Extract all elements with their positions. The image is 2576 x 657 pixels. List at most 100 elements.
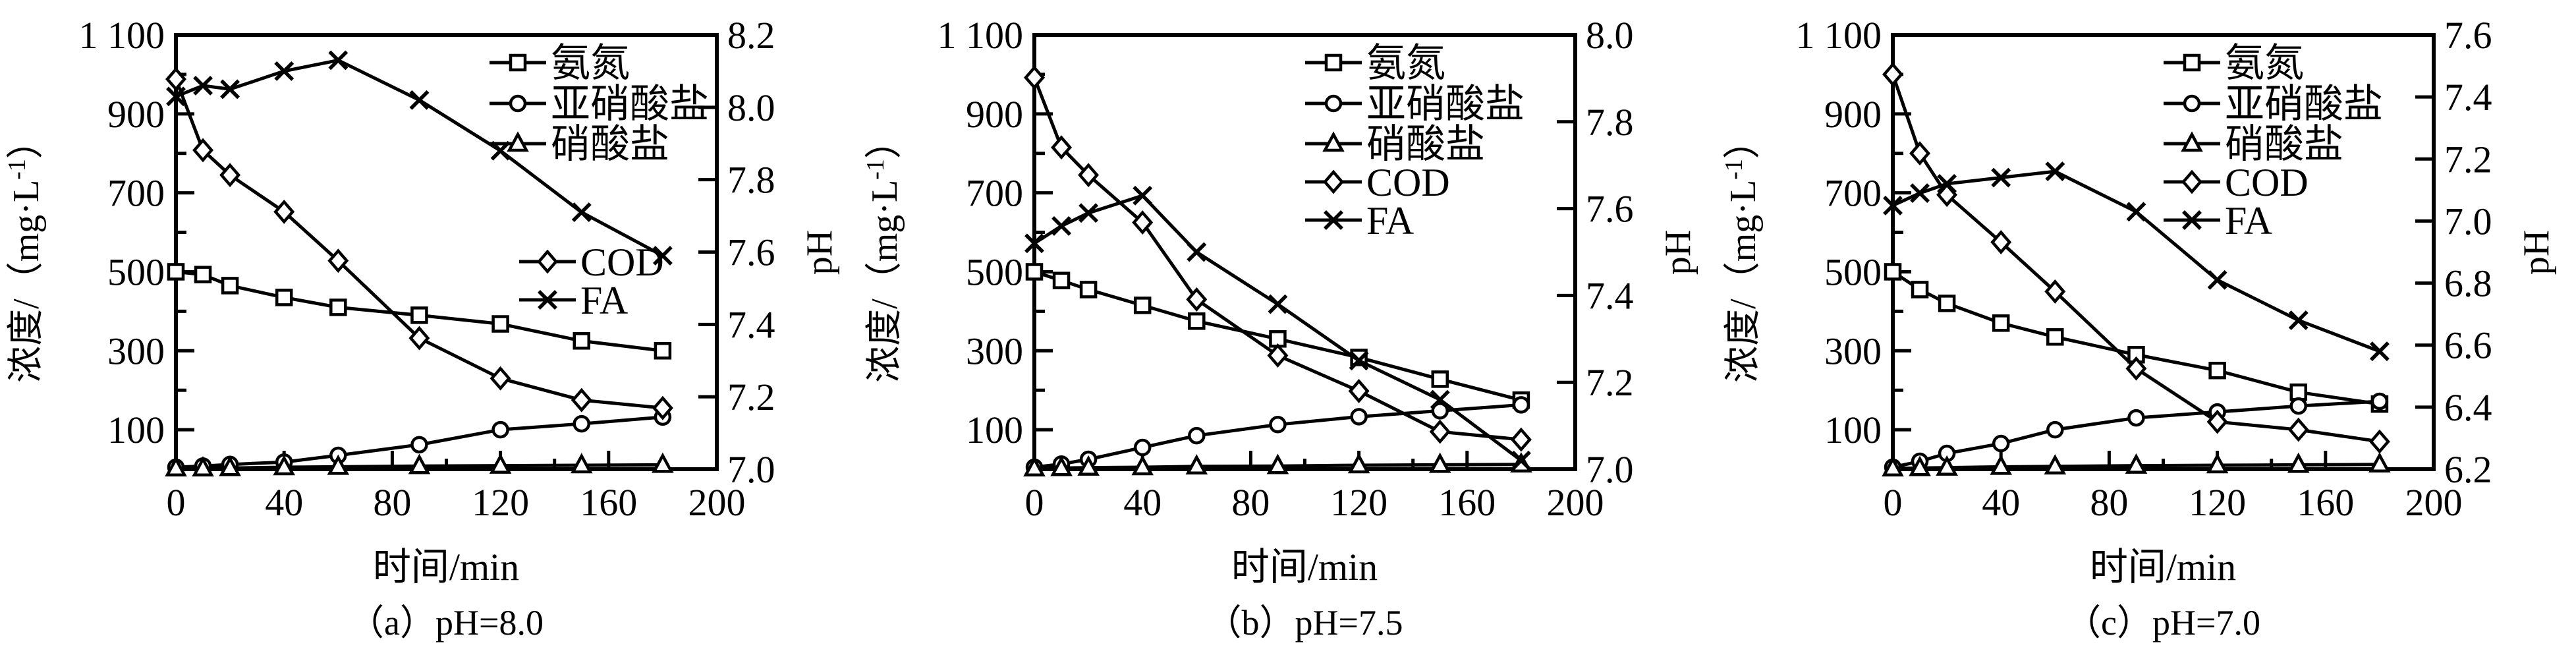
xcross-marker <box>1268 294 1288 314</box>
legend-label-nitrite: 亚硝酸盐 <box>551 82 709 126</box>
square-marker <box>1938 295 1956 312</box>
diamond-marker <box>1882 62 1903 87</box>
square-marker <box>329 299 347 316</box>
triangle-marker <box>2206 453 2229 474</box>
xcross-marker <box>1910 183 1930 204</box>
triangle-marker <box>165 456 187 477</box>
triangle-marker <box>192 456 214 477</box>
xcross-marker <box>1024 233 1044 254</box>
diamond-marker <box>1078 163 1100 188</box>
diamond-marker <box>219 163 241 188</box>
square-marker <box>1884 263 1902 281</box>
xcross-marker <box>1078 203 1099 223</box>
y-tick-label: 1 100 <box>79 14 165 57</box>
x-tick-label: 0 <box>1884 481 1903 524</box>
series-cod <box>165 67 673 420</box>
legend-label-ammonia: 氨氮 <box>2225 42 2304 85</box>
diamond-marker <box>2287 417 2309 442</box>
diamond-marker <box>1990 230 2012 254</box>
xcross-marker <box>2182 210 2202 230</box>
series-nitrate <box>1882 452 2391 477</box>
y-tick-label: 100 <box>1824 409 1882 451</box>
triangle-marker <box>327 454 350 475</box>
circle-marker <box>1269 416 1287 434</box>
y-tick-label: 500 <box>966 250 1023 293</box>
x-tick-label: 80 <box>2090 481 2128 524</box>
y-tick-label: 1 100 <box>938 14 1024 57</box>
diamond-marker <box>1024 65 1045 90</box>
square-marker <box>2046 328 2064 346</box>
diamond-marker <box>1510 427 1532 452</box>
legend-label-nitrite: 亚硝酸盐 <box>1366 82 1525 126</box>
square-marker <box>491 315 509 333</box>
legend-label-ammonia: 氨氮 <box>551 42 630 85</box>
diamond-marker <box>408 326 430 351</box>
diamond-marker <box>273 199 295 224</box>
x-tick-label: 120 <box>2189 481 2246 524</box>
diamond-marker <box>1429 419 1451 444</box>
x-tick-label: 160 <box>580 481 637 524</box>
diamond-marker <box>2125 356 2147 381</box>
square-marker <box>573 332 590 350</box>
series-ammonia <box>1884 263 2389 413</box>
y-tick-label: 300 <box>107 329 165 372</box>
square-marker <box>1431 370 1449 388</box>
legend-label-nitrate: 硝酸盐 <box>1366 123 1485 166</box>
ph-axis-title: pH <box>799 230 840 275</box>
square-marker <box>275 289 293 306</box>
circle-marker <box>1992 434 2010 453</box>
square-marker <box>167 263 185 281</box>
circle-marker <box>509 94 527 113</box>
y-axis-title-superscript: -1 <box>1720 159 1748 180</box>
ph-tick-label: 7.0 <box>727 448 775 491</box>
xcross-marker <box>1187 242 1207 262</box>
chart-panel-c: 0 40 80 120 160 200 100 300 500 700 900 1 100 7.6 7.4… <box>1717 0 2575 657</box>
y-tick-label: 700 <box>107 172 165 215</box>
xcross-marker <box>409 90 430 110</box>
triangle-marker <box>1909 455 1931 476</box>
ph-tick-label: 7.0 <box>1586 448 1634 491</box>
ph-tick-label: 7.6 <box>727 231 775 274</box>
square-marker <box>1052 271 1071 289</box>
triangle-marker <box>1990 454 2012 475</box>
square-marker <box>1188 312 1206 330</box>
xcross-marker <box>274 61 294 81</box>
ph-tick-label: 8.0 <box>1586 14 1634 57</box>
x-tick-label: 80 <box>373 481 411 524</box>
series-ammonia <box>167 263 672 360</box>
triangle-marker <box>2287 452 2310 473</box>
triangle-marker <box>219 455 241 476</box>
ph-tick-label: 7.2 <box>1586 361 1634 404</box>
x-tick-label: 0 <box>1025 481 1044 524</box>
diamond-marker <box>1909 141 1931 166</box>
y-tick-label: 900 <box>1824 93 1882 136</box>
xcross-marker <box>1051 216 1071 236</box>
x-tick-label: 120 <box>1330 481 1387 524</box>
legend-label-nitrate: 硝酸盐 <box>551 123 669 166</box>
xcross-marker <box>1883 195 1903 215</box>
series-fa <box>1024 185 1531 471</box>
x-axis-title: 时间/min <box>373 546 519 588</box>
circle-marker <box>1324 94 1343 113</box>
square-marker <box>2208 361 2226 380</box>
triangle-marker <box>1131 455 1154 476</box>
square-marker <box>2183 53 2201 72</box>
triangle-marker <box>507 131 529 152</box>
xcross-marker <box>2207 270 2227 290</box>
series-nitrate <box>165 452 674 477</box>
triangle-marker <box>2125 453 2148 474</box>
diamond-marker <box>1348 378 1370 403</box>
diamond-marker <box>2181 169 2202 194</box>
diamond-marker <box>165 67 186 92</box>
legend-label-nitrate: 硝酸盐 <box>2225 123 2343 166</box>
y-axis-title: 浓度/（mg·L-1） <box>1720 122 1764 383</box>
ph-tick-label: 6.6 <box>2444 324 2492 367</box>
y-axis-title-superscript: -1 <box>3 159 31 180</box>
square-marker <box>1025 263 1044 281</box>
chart-panel-a: 0 40 80 120 160 200 100 300 500 700 900 1 100 8.2 8.0… <box>0 0 858 657</box>
triangle-marker <box>1266 453 1289 474</box>
x-tick-label: 200 <box>2405 481 2463 524</box>
xcross-marker <box>2369 341 2390 362</box>
legend-label-cod: COD <box>1366 161 1450 204</box>
